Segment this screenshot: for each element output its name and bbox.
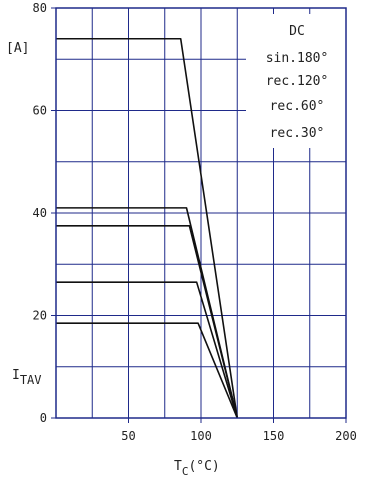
legend-entry-rec60: rec.60°: [270, 99, 325, 114]
y-tick-label: 20: [33, 309, 47, 323]
series-line-3: [56, 281, 239, 419]
y-tick-label: 80: [33, 1, 47, 15]
legend-entry-dc: DC: [289, 24, 305, 39]
legend-background: [246, 14, 346, 148]
legend: DC sin.180° rec.120° rec.60° rec.30°: [246, 14, 346, 148]
x-tick-label: 150: [263, 429, 285, 443]
x-tick-label: 200: [335, 429, 357, 443]
y-axis-unit: [A]: [6, 41, 29, 56]
legend-entry-sin180: sin.180°: [266, 51, 329, 66]
series-line-4: [56, 322, 238, 419]
y-axis-label-sub: TAV: [20, 373, 42, 387]
x-axis-label-sub: C: [182, 465, 189, 478]
x-axis-label-unit: (°C): [188, 459, 219, 474]
y-axis-label-main: I: [12, 368, 20, 383]
y-tick-label: 40: [33, 206, 47, 220]
legend-entry-rec30: rec.30°: [270, 126, 325, 141]
series-layer: [56, 37, 239, 419]
y-tick-label: 0: [40, 411, 47, 425]
series-line-2: [56, 225, 239, 419]
series-line-0: [56, 37, 239, 419]
x-tick-label: 50: [121, 429, 135, 443]
y-axis-label: ITAV: [12, 368, 42, 387]
tick-labels: 50 100 150 200 0 20 40 60 80: [33, 1, 357, 443]
x-axis-label-main: T: [174, 459, 182, 474]
x-axis-label: TC(°C): [174, 459, 220, 478]
legend-entry-rec120: rec.120°: [266, 74, 329, 89]
y-tick-label: 60: [33, 104, 47, 118]
x-tick-label: 100: [190, 429, 212, 443]
